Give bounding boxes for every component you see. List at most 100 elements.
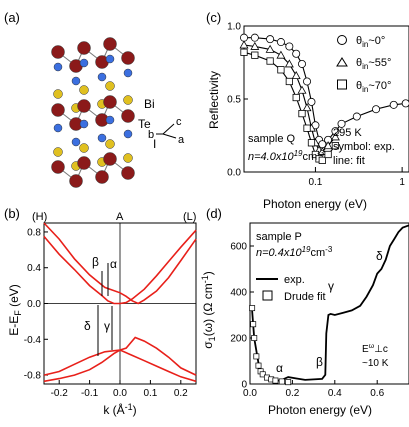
band-xtick-label: 0.0	[113, 388, 127, 399]
reflectivity-point-circle	[239, 33, 248, 42]
crystal-axes: c a b	[148, 116, 185, 146]
conductivity-sample: sample P	[256, 231, 302, 243]
crystal-structure	[51, 37, 135, 188]
axis-b-label: b	[148, 129, 154, 141]
reflectivity-point-circle	[292, 49, 301, 58]
atom-te	[79, 119, 89, 129]
atom-i	[103, 95, 117, 109]
legend-circle-icon	[337, 35, 347, 45]
conductivity-label-beta: β	[316, 355, 323, 369]
reflectivity-point-square	[240, 48, 248, 56]
axis-c-arrow	[162, 123, 175, 135]
band-curve-2	[43, 336, 197, 376]
atom-bi	[53, 89, 63, 99]
atom-bi	[123, 153, 133, 163]
conductivity-ytick-label: 400	[230, 288, 247, 299]
band-label-beta: β	[92, 255, 99, 269]
band-xtick-label: 0.1	[143, 388, 157, 399]
atom-te	[53, 123, 63, 133]
reflectivity-point-square	[285, 77, 293, 86]
band-ytick-label: 0.8	[27, 227, 41, 238]
panel-c-label: (c)	[206, 10, 221, 25]
atom-i	[103, 152, 117, 166]
conductivity-drude-point	[285, 379, 292, 386]
reflectivity-point-circle	[250, 33, 259, 42]
conductivity-drude-point	[259, 371, 266, 378]
atom-i	[77, 99, 91, 113]
legend-triangle-icon	[336, 57, 348, 67]
conductivity-drude-point	[255, 362, 262, 369]
reflectivity-point-circle	[303, 77, 312, 86]
conductivity-ytick-label: 600	[230, 242, 247, 253]
atom-te	[123, 68, 133, 78]
reflectivity-point-circle	[276, 38, 285, 47]
band-curve-1	[43, 222, 197, 305]
conductivity-plot-frame	[249, 222, 409, 385]
atom-i	[51, 160, 65, 174]
conductivity-label-gamma: γ	[328, 279, 334, 293]
band-xtick-label: -0.2	[51, 388, 69, 399]
reflectivity-xtick-label: 1	[399, 177, 405, 188]
reflectivity-xtick-label: 0.1	[308, 177, 322, 188]
reflectivity-point-circle	[389, 100, 398, 109]
atom-label-i: I	[153, 137, 156, 151]
reflectivity-point-square	[307, 139, 316, 147]
conductivity-xtick-label: 0.6	[370, 388, 384, 399]
band-curve-3	[43, 349, 197, 383]
reflectivity-point-triangle	[265, 44, 275, 53]
conductivity-ytick-label: 0	[241, 380, 247, 391]
reflectivity-plot: 0.1 1 0.0 0.5 1.0 Reflectivity Photon energy…	[207, 22, 409, 211]
reflectivity-point-circle	[307, 97, 316, 106]
reflectivity-symbol-note: symbol: exp.	[333, 141, 395, 153]
reflectivity-line-note: line: fit	[333, 155, 365, 167]
conductivity-xtick-label: 0.2	[285, 388, 299, 399]
reflectivity-legend: θin~0° θin~55° θin~70°	[336, 35, 391, 94]
legend-square-icon	[337, 79, 347, 90]
panel-b-label: (b)	[4, 206, 20, 221]
band-curve-0	[43, 229, 197, 305]
band-xlabel: k (Å-1)	[103, 402, 136, 417]
band-ytick-label: -0.4	[24, 335, 42, 346]
band-xtick-label: 0.2	[174, 388, 188, 399]
reflectivity-temperature: 295 K	[333, 127, 362, 139]
reflectivity-point-circle	[285, 42, 294, 51]
atom-te	[123, 129, 133, 139]
conductivity-label-delta: δ	[376, 249, 383, 263]
reflectivity-point-triangle	[276, 50, 286, 59]
atom-te	[105, 115, 115, 125]
conductivity-field-note: Eω⊥c	[362, 343, 388, 355]
reflectivity-ytick-label: 1.0	[227, 22, 241, 33]
reflectivity-point-circle	[401, 99, 409, 108]
reflectivity-density: n=4.0x1019cm-3	[248, 149, 325, 163]
band-ytick-label: 0.0	[27, 299, 41, 310]
legend-theta-0: θin~0°	[356, 35, 385, 49]
band-top-label-a: A	[116, 211, 124, 223]
conductivity-drude-point	[278, 378, 285, 385]
atom-te	[105, 54, 115, 64]
reflectivity-sample: sample Q	[248, 133, 296, 145]
conductivity-drude-point	[272, 377, 279, 384]
reflectivity-point-square	[266, 57, 274, 65]
atom-label-te: Te	[138, 117, 151, 131]
atom-i	[95, 170, 109, 184]
reflectivity-point-square	[318, 156, 326, 164]
reflectivity-point-square	[251, 51, 259, 59]
atom-bi	[79, 143, 89, 153]
band-transition-arrows	[97, 263, 113, 356]
conductivity-label-alpha: α	[276, 361, 283, 375]
band-top-label-h: (H)	[32, 211, 47, 223]
reflectivity-point-triangle	[330, 132, 340, 141]
axis-a-label: a	[178, 134, 185, 146]
reflectivity-point-square	[303, 124, 311, 132]
atom-te	[79, 58, 89, 68]
atom-i	[103, 37, 117, 51]
conductivity-ylabel: σ1(ω) (Ω cm-1)	[200, 271, 217, 348]
conductivity-xtick-label: 0.4	[328, 388, 342, 399]
conductivity-xtick-label: 0.0	[243, 388, 257, 399]
legend-drude-icon	[262, 290, 273, 301]
band-xtick-label: -0.1	[81, 388, 99, 399]
reflectivity-point-square	[331, 142, 340, 150]
reflectivity-point-circle	[352, 112, 361, 121]
reflectivity-point-triangle	[302, 103, 312, 112]
